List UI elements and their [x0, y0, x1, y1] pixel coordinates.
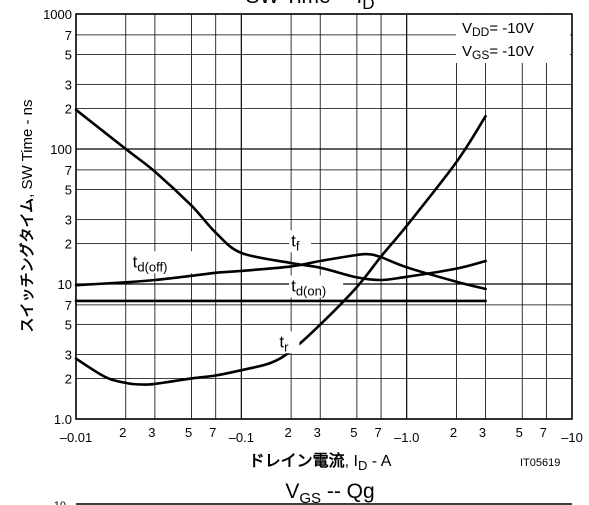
y-tick-label: 2 — [65, 101, 72, 116]
y-tick-label: 10 — [58, 277, 72, 292]
series-label: td(on) — [291, 276, 326, 298]
x-tick-label: 3 — [148, 425, 155, 440]
series-label-bg — [289, 230, 312, 253]
x-tick-label: 7 — [374, 425, 381, 440]
y-tick-label: 100 — [50, 142, 72, 157]
series-label: tf — [291, 231, 300, 253]
y-tick-label: 3 — [65, 348, 72, 363]
chart-title-partial: SW Time -- ID — [246, 0, 375, 13]
series-line-f — [74, 108, 487, 282]
x-tick-label: 3 — [314, 425, 321, 440]
x-tick-label: 5 — [516, 425, 523, 440]
y-tick-label: 2 — [65, 236, 72, 251]
x-tick-label: –10 — [561, 430, 583, 445]
y-tick-label: 5 — [65, 48, 72, 63]
plot-frame — [75, 13, 573, 420]
y-tick-label: 7 — [65, 298, 72, 313]
y-tick-label: 7 — [65, 163, 72, 178]
figure-id: IT05619 — [520, 457, 560, 469]
series-label-bg — [277, 331, 300, 354]
y-tick-label: 1000 — [43, 7, 72, 22]
series-group: tf td(off) td(on) tr — [74, 108, 487, 386]
condition-vgs: VGS= -10V — [462, 43, 534, 62]
condition-vdd: VDD= -10V — [462, 20, 534, 39]
y-tick-label: 3 — [65, 78, 72, 93]
x-tick-label: 2 — [450, 425, 457, 440]
x-tick-label: 7 — [540, 425, 547, 440]
series-label-bg — [130, 251, 193, 274]
series-label: tr — [279, 332, 289, 354]
x-tick-label: –1.0 — [394, 430, 419, 445]
chart-grid — [75, 13, 573, 420]
series-line-r — [74, 114, 487, 386]
x-tick-label: 2 — [119, 425, 126, 440]
x-tick-label: 3 — [479, 425, 486, 440]
x-tick-label: –0.01 — [60, 430, 93, 445]
y-tick-label: 3 — [65, 213, 72, 228]
series-line-d-off — [74, 252, 487, 291]
y-tick-label: 5 — [65, 318, 72, 333]
conditions-box — [456, 15, 570, 63]
series-label-bg — [289, 275, 344, 298]
y-tick-label: 7 — [65, 28, 72, 43]
y-tick-label: 1.0 — [54, 412, 72, 427]
x-tick-labels: –0.01 2 3 5 7 –0.1 2 3 5 7 –1.0 2 3 5 7 –10 — [60, 425, 583, 445]
x-tick-label: –0.1 — [229, 430, 254, 445]
y-tick-labels: 1.0 2 3 5 7 10 2 3 5 7 100 2 3 5 7 1000 — [43, 7, 72, 427]
next-chart-title: VGS -- Qg — [285, 480, 374, 505]
x-tick-label: 2 — [284, 425, 291, 440]
x-tick-label: 5 — [185, 425, 192, 440]
next-chart-tick: 10 — [54, 500, 66, 505]
series-label: td(off) — [133, 252, 168, 274]
x-tick-label: 7 — [209, 425, 216, 440]
y-axis-label: スイッチングタイム, SW Time - ns — [18, 99, 36, 332]
x-axis-label: ドレイン電流, ID - A — [249, 451, 392, 473]
y-tick-label: 5 — [65, 183, 72, 198]
y-tick-label: 2 — [65, 371, 72, 386]
x-tick-label: 5 — [350, 425, 357, 440]
